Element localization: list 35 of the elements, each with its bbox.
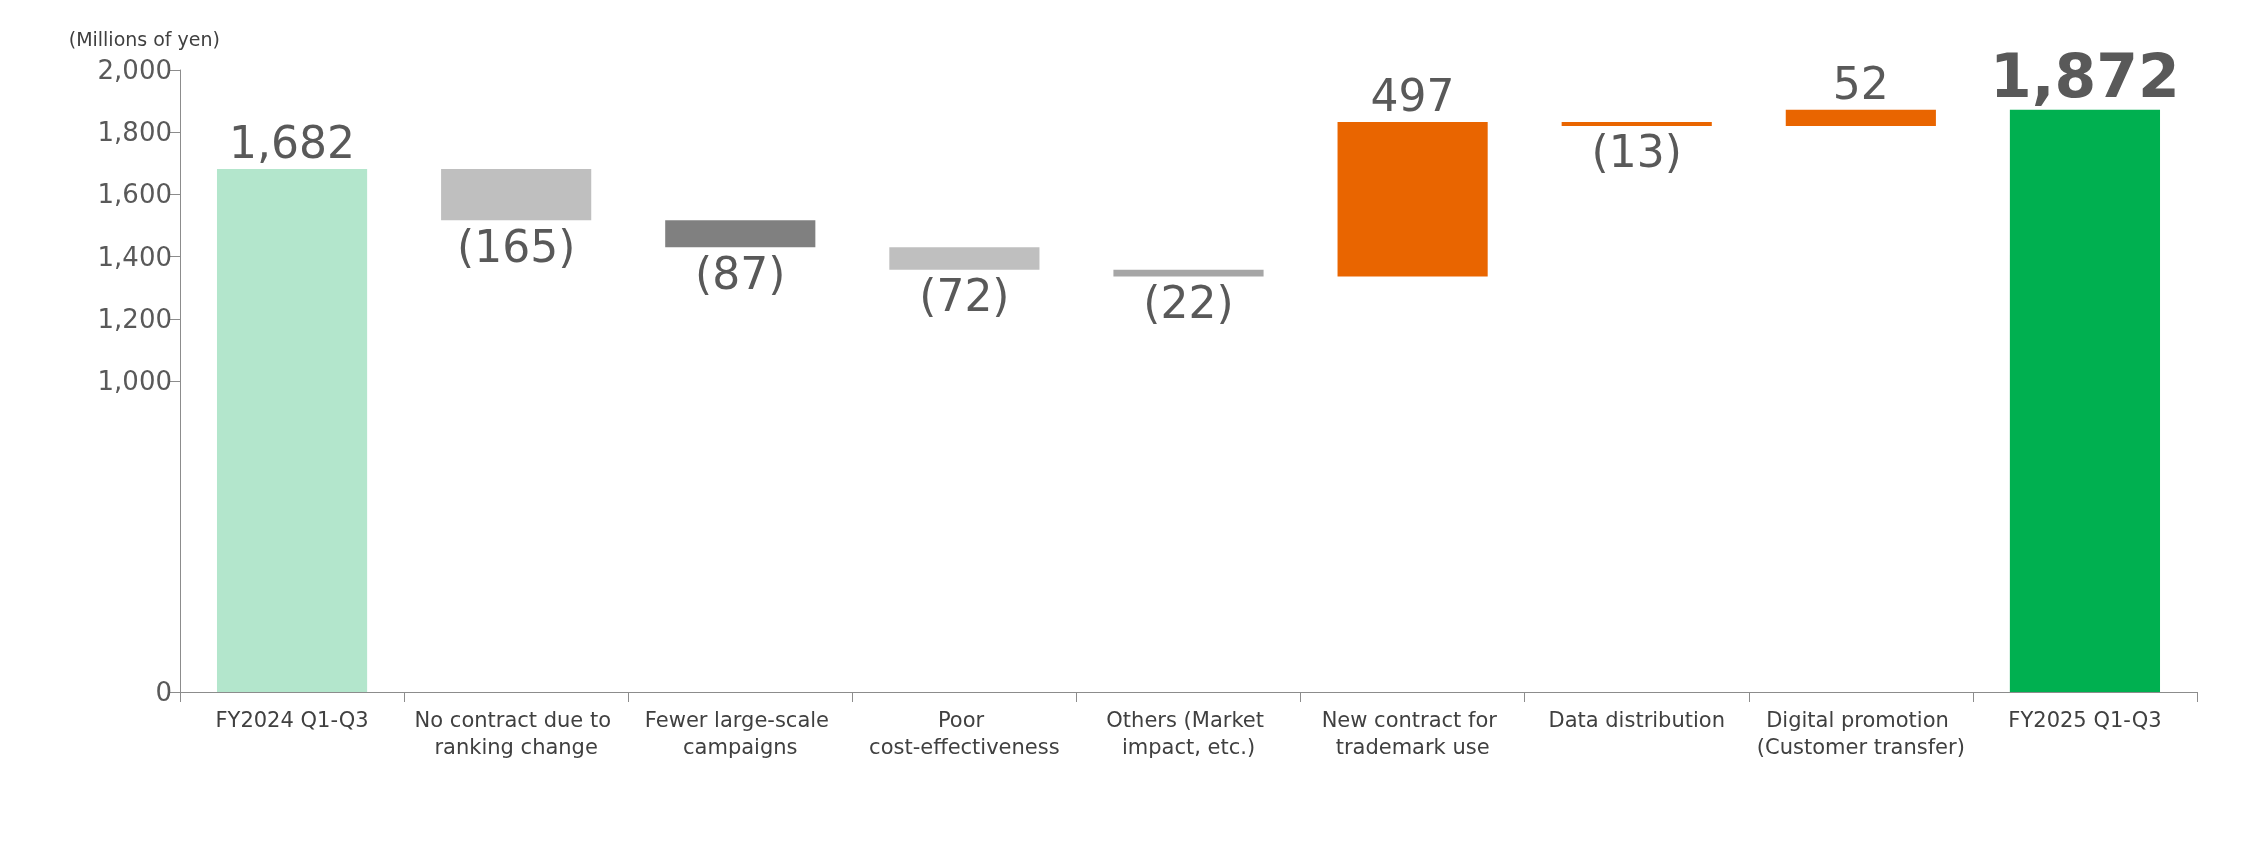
data-label: 52: [1832, 58, 1889, 110]
bar: [665, 220, 816, 248]
x-tick-label: Fewer large-scale campaigns: [644, 707, 836, 759]
data-label: (22): [1143, 277, 1234, 328]
bar: [441, 168, 592, 221]
y-tick-label: 1,400: [97, 241, 172, 272]
bar: [216, 168, 368, 692]
bar: [1113, 269, 1264, 277]
x-tick-label: FY2025 Q1-Q3: [2008, 707, 2162, 732]
bar: [1785, 109, 1936, 126]
y-tick-label: 1,600: [97, 179, 172, 210]
data-label: 1,682: [229, 117, 356, 169]
data-label: 1,872: [1990, 40, 2180, 111]
bar: [1337, 121, 1488, 277]
x-tick-label: No contract due to ranking change: [414, 707, 618, 759]
y-tick-label: 1,200: [97, 303, 172, 334]
x-tick-label: Others (Market impact, etc.): [1106, 707, 1271, 759]
x-tick-label: Poor cost-effectiveness: [869, 707, 1060, 759]
y-tick-label: 1,800: [97, 117, 172, 148]
bar: [1561, 121, 1712, 126]
x-tick-label: FY2024 Q1-Q3: [215, 707, 369, 732]
x-tick-label: Data distribution: [1548, 707, 1725, 732]
data-label: (13): [1591, 126, 1682, 178]
data-label: (72): [919, 270, 1010, 322]
y-tick-label: 2,000: [97, 55, 172, 85]
y-tick-label: 0: [155, 677, 172, 707]
y-axis-title: (Millions of yen): [68, 27, 220, 50]
data-label: (87): [695, 247, 786, 299]
data-label: (165): [457, 220, 576, 272]
y-tick-label: 1,000: [97, 366, 172, 396]
x-tick-label: Digital promotion (Customer transfer): [1756, 707, 1965, 759]
x-tick-label: New contract for trademark use: [1321, 707, 1504, 759]
bar: [889, 247, 1040, 270]
data-label: 497: [1370, 70, 1455, 122]
bar: [2009, 109, 2161, 692]
